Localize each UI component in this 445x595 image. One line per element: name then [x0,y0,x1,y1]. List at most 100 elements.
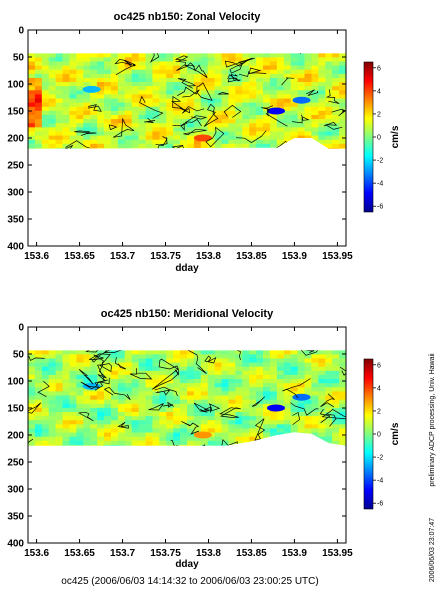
field-cell [152,383,160,388]
field-cell [41,73,50,79]
field-cell [214,428,222,433]
field-cell [207,395,216,401]
field-cell [318,57,326,62]
field-cell [48,358,57,363]
field-cell [131,98,140,104]
field-cell [152,143,160,149]
field-cell [117,436,126,442]
field-cell [200,143,209,149]
field-cell [249,370,257,376]
field-cell [311,73,319,79]
field-cell [318,94,326,99]
field-cell [55,395,63,401]
field-cell [276,119,285,124]
field-cell [193,366,202,372]
field-cell [269,424,278,429]
field-cell [249,391,257,396]
field-cell [145,432,153,438]
field-cell [173,98,181,104]
field-cell [214,110,222,116]
field-cell [269,65,278,71]
field-cell [131,440,140,446]
field-cell [290,131,299,136]
field-cell [110,395,119,401]
field-cell [138,143,146,149]
field-cell [55,69,63,75]
field-cell [28,90,36,95]
field-cell [131,82,140,87]
field-cell [290,73,299,79]
field-cell [152,139,160,145]
field-cell [207,440,216,446]
field-cell [311,403,319,409]
field-cell [269,123,278,128]
field-cell [200,77,209,83]
field-cell [41,119,50,124]
x-tick-label: 153.6 [24,251,49,262]
field-cell [166,82,174,87]
field-cell [48,65,57,71]
contour-line [151,368,179,390]
field-cell [276,98,285,104]
field-cell [83,354,91,359]
field-cell [339,399,346,405]
field-cell [193,131,202,136]
field-cell [48,114,57,120]
field-cell [214,57,222,62]
field-cell [110,387,119,392]
contour-line [193,402,210,413]
field-cell [83,403,91,409]
field-cell [62,399,70,405]
field-cell [242,420,250,425]
field-cell [304,391,312,396]
field-cell [332,127,340,132]
field-cell [339,114,346,120]
field-cell [83,57,91,62]
field-cell [263,57,271,62]
field-cell [207,428,216,433]
field-cell [283,399,292,405]
field-cell [104,416,112,421]
field-cell [339,61,346,66]
field-cell [263,131,271,136]
field-cell [34,411,43,417]
field-cell [104,57,112,62]
field-cell [69,114,77,120]
field-cell [193,61,202,66]
field-cell [145,403,153,409]
field-cell [318,395,326,401]
colorbar-tick-label: 4 [377,385,381,392]
field-cell [83,73,91,79]
contour-line [261,105,274,114]
field-cell [187,424,195,429]
field-cell [297,127,305,132]
field-cell [269,77,278,83]
field-cell [263,379,271,384]
field-cell [276,139,285,145]
field-cell [311,102,319,108]
field-cell [242,114,250,120]
field-cell [242,366,250,372]
field-cell [152,436,160,442]
field-cell [235,139,243,145]
field-cell [97,82,105,87]
field-cell [249,366,257,372]
field-cell [207,379,216,384]
field-cell [145,127,153,132]
field-cell [193,114,202,120]
field-cell [138,358,146,363]
field-cell [145,391,153,396]
field-cell [249,420,257,425]
field-cell [214,82,222,87]
field-cell [214,424,222,429]
field-cell [207,362,216,368]
field-cell [200,403,209,409]
field-cell [269,61,278,66]
x-tick-label: 153.75 [150,548,181,559]
field-cell [200,416,209,421]
field-cell [283,131,292,136]
field-cell [62,77,70,83]
field-cell [318,432,326,438]
meridional-xlabel: dday [175,559,199,570]
field-cell [124,391,133,396]
